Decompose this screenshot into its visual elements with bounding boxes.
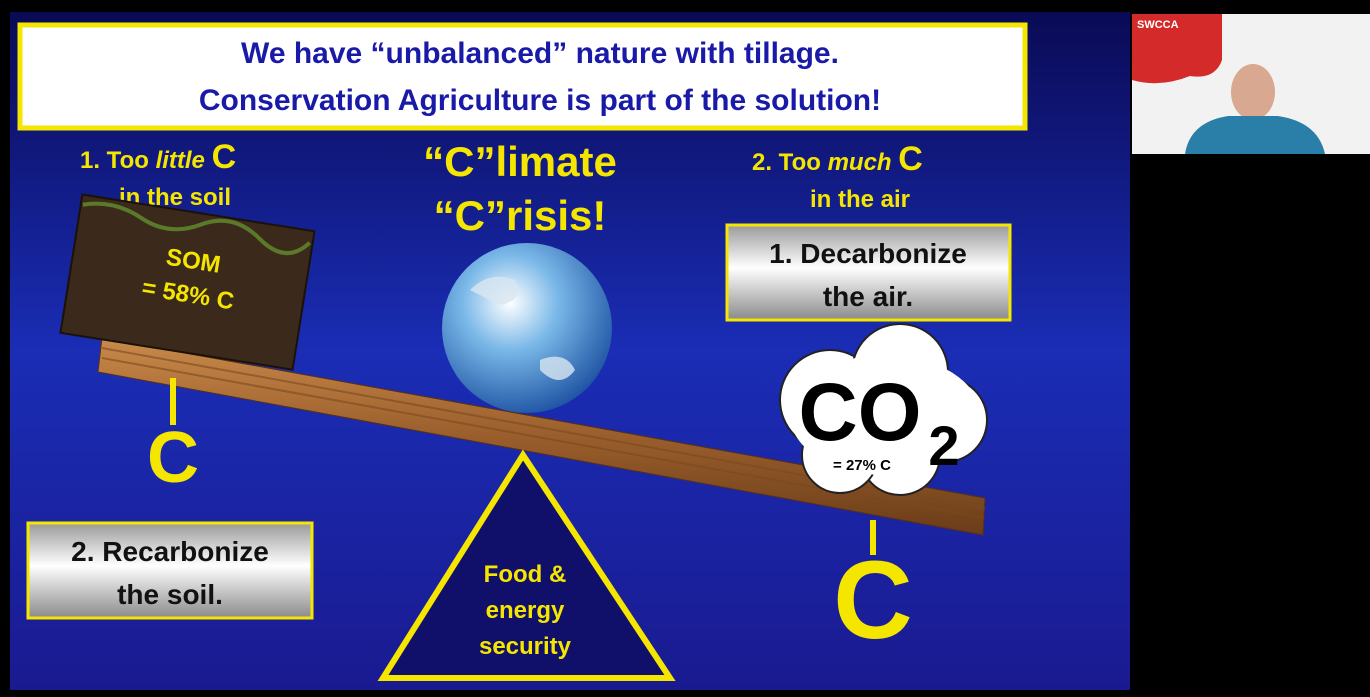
heading-text: 1. Too <box>80 147 149 174</box>
box-text: 2. Recarbonize <box>71 536 269 567</box>
webcam-tile: SWCCA <box>1132 14 1370 154</box>
co2-formula: CO <box>799 367 922 458</box>
heading-letter: C <box>212 138 237 176</box>
right-weight: C <box>833 539 912 662</box>
left-weight: C <box>147 418 199 498</box>
video-call: We have “unbalanced” nature with tillage… <box>0 0 1370 697</box>
fulcrum-text: security <box>479 633 572 660</box>
fulcrum-text: energy <box>486 597 565 624</box>
heading-text: 2. Too <box>752 149 821 176</box>
webcam-logo: SWCCA <box>1137 19 1179 31</box>
heading-emphasis: little <box>156 147 205 174</box>
screen: We have “unbalanced” nature with tillage… <box>0 0 1370 697</box>
box-text: the soil. <box>117 579 223 610</box>
title-line: Conservation Agriculture is part of the … <box>199 84 881 117</box>
globe <box>442 243 612 413</box>
box-text: the air. <box>823 281 913 312</box>
center-heading: “C”limate <box>423 138 617 185</box>
co2-note: = 27% C <box>833 457 891 474</box>
box-text: 1. Decarbonize <box>769 238 967 269</box>
right-heading-line2: in the air <box>810 186 910 213</box>
center-heading: “C”risis! <box>434 192 607 239</box>
title-line: We have “unbalanced” nature with tillage… <box>241 37 839 70</box>
fulcrum-text: Food & <box>484 561 567 588</box>
person-head <box>1231 64 1275 120</box>
co2-subscript: 2 <box>928 414 959 477</box>
heading-emphasis: much <box>828 149 892 176</box>
heading-letter: C <box>898 140 923 178</box>
